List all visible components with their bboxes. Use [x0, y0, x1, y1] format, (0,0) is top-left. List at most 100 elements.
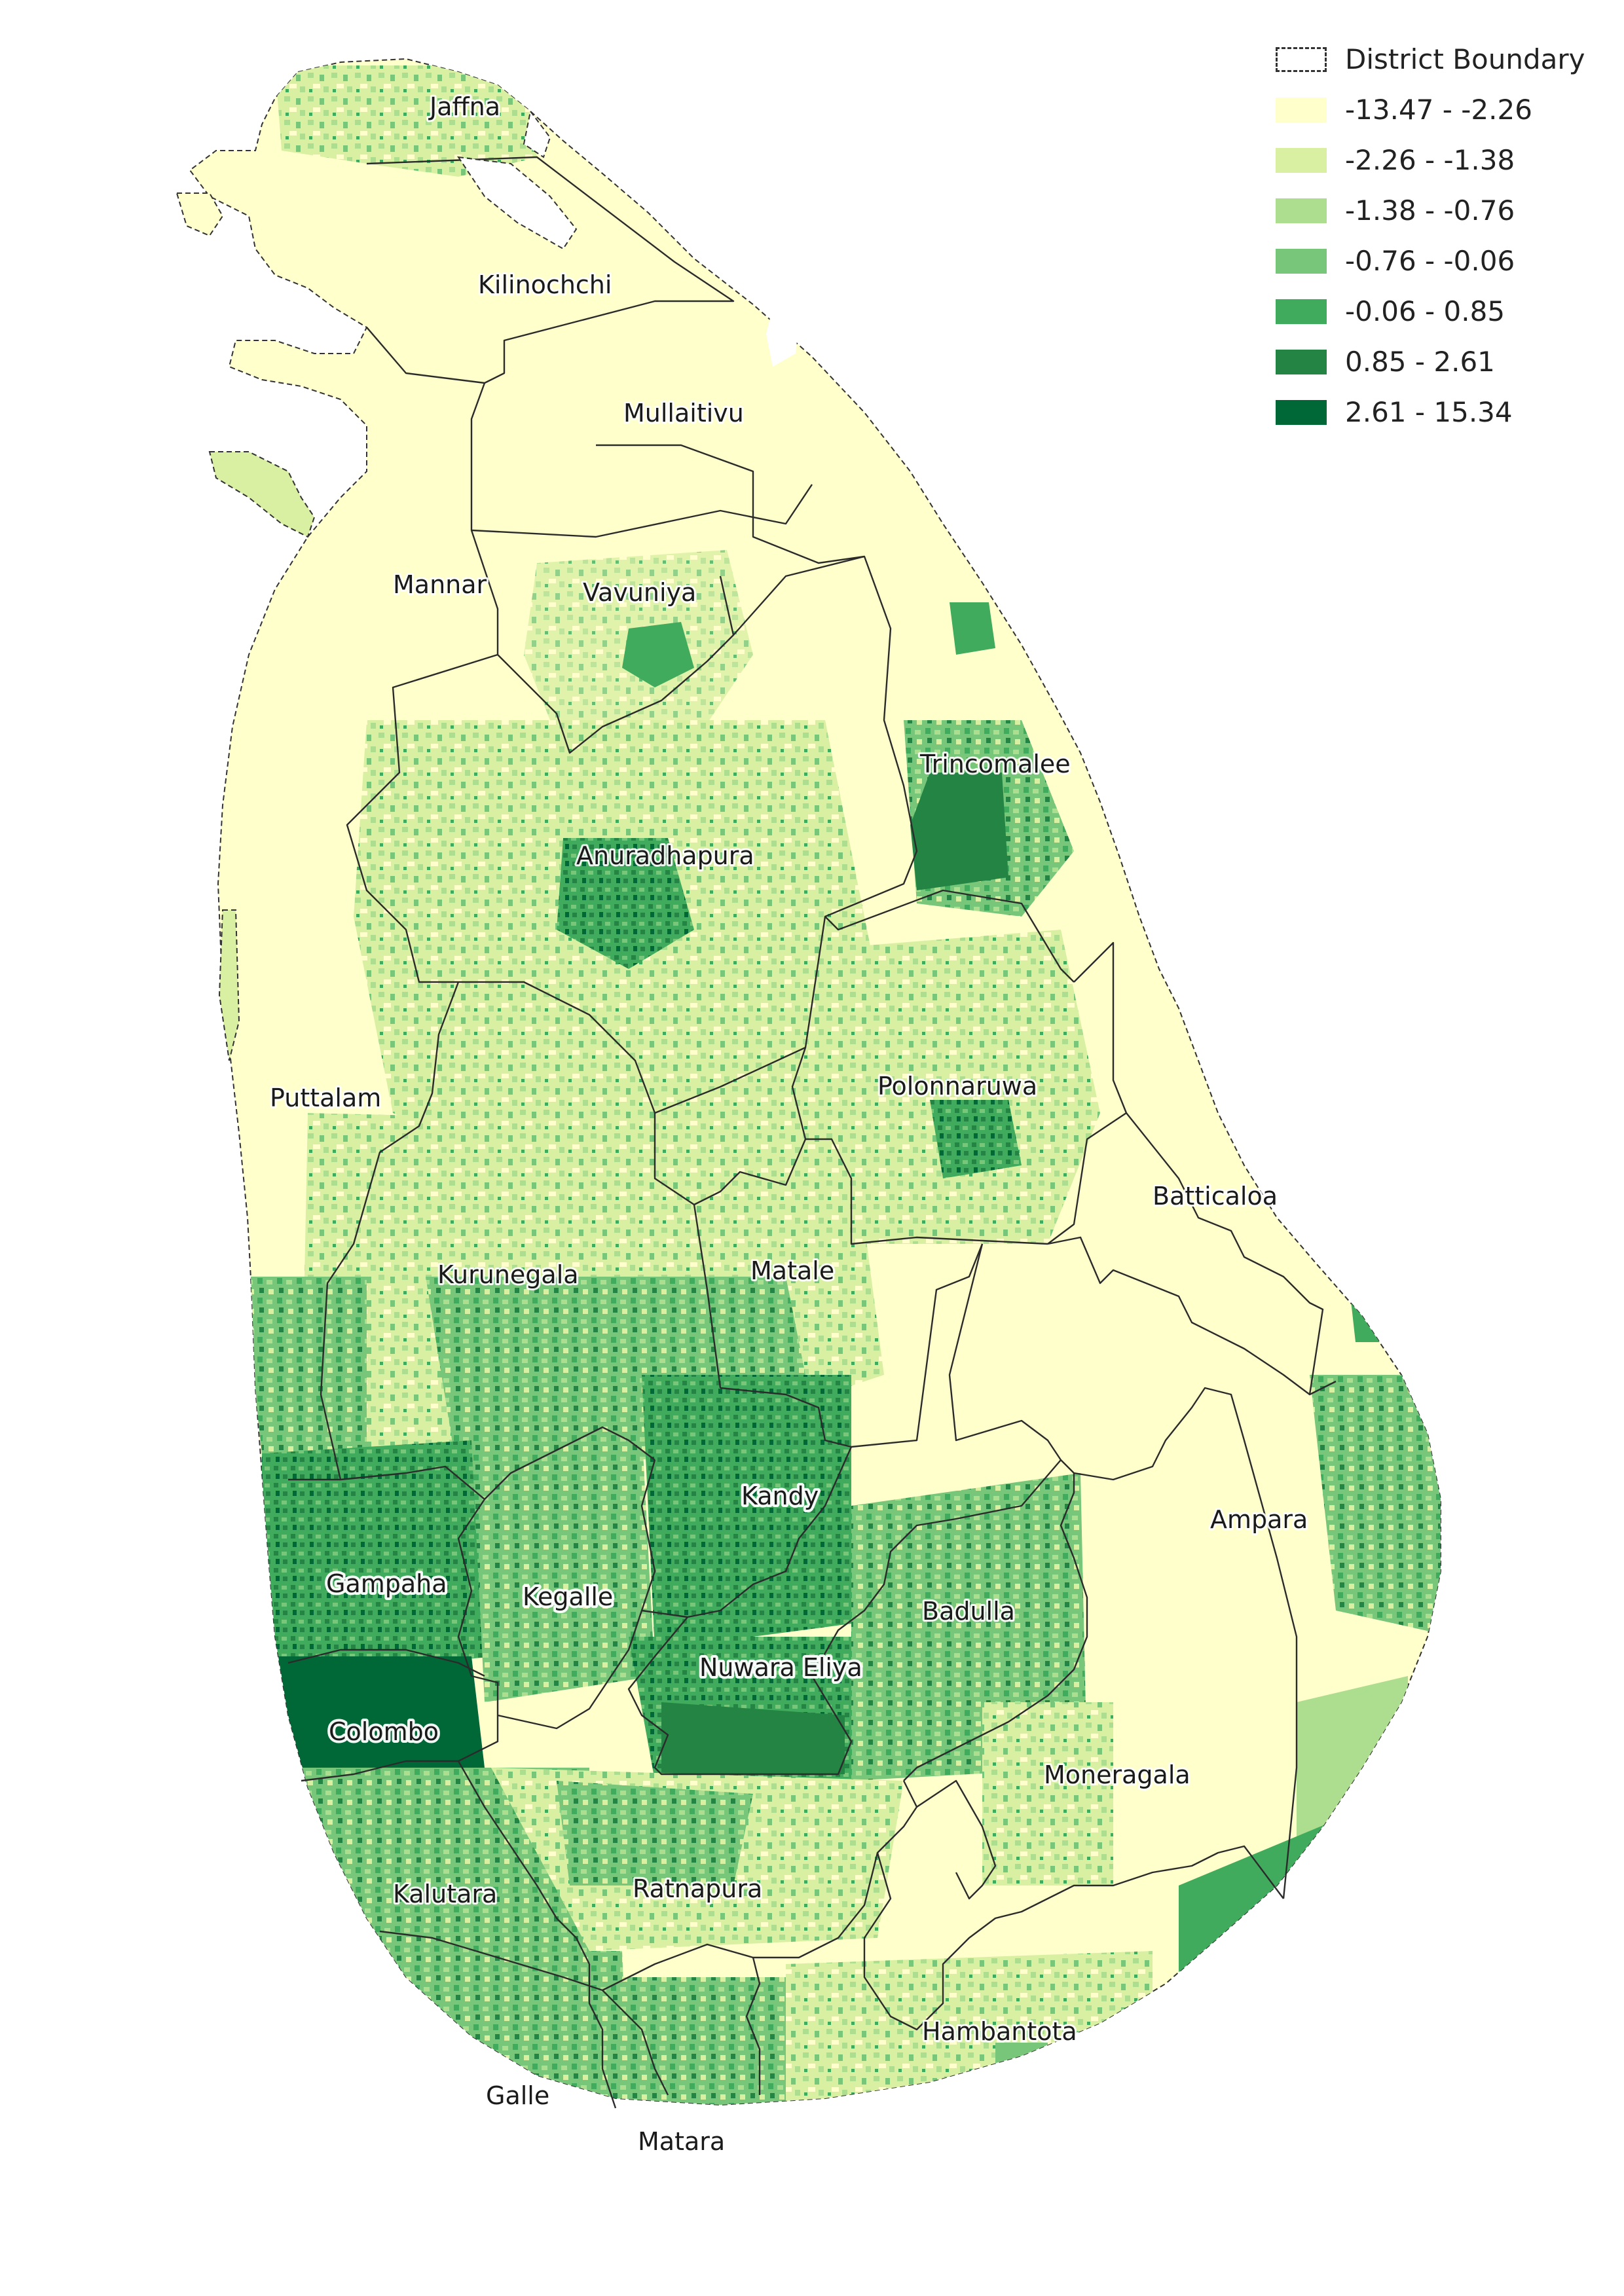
fill-anuradhapura-region [354, 720, 877, 1211]
label-trincomalee: Trincomalee [919, 750, 1071, 778]
district-boundaries [287, 156, 1337, 2109]
label-nuwara-eliya: Nuwara Eliya [699, 1653, 862, 1682]
fill-nuwara-eliya-core [661, 1702, 845, 1774]
legend-row-class-2: -2.26 - -1.38 [1276, 135, 1616, 185]
fill-colombo [268, 1656, 485, 1781]
delft-island [175, 192, 224, 237]
legend-swatch-class-5 [1276, 299, 1327, 324]
legend-swatch-class-1 [1276, 97, 1327, 122]
fill-hambantota-patch [995, 2043, 1048, 2095]
water-details [175, 109, 799, 1061]
legend-swatch-class-2 [1276, 147, 1327, 173]
fill-trinco-core [910, 773, 1008, 890]
label-batticaloa: Batticaloa [1153, 1182, 1278, 1211]
north-lagoon [523, 109, 551, 158]
fill-ratnapura-dense [557, 1781, 753, 1886]
east-lagoon [766, 308, 799, 367]
legend-row-class-7: 2.61 - 15.34 [1276, 387, 1616, 437]
label-mullaitivu: Mullaitivu [623, 399, 744, 428]
boundary-gampaha-colombo [287, 1649, 485, 1677]
district-labels: Jaffna Kilinochchi Mullaitivu Mannar Vav… [268, 90, 1310, 2158]
boundary-moneragala-hambantota [863, 1845, 1284, 2031]
map-legend: District Boundary -13.47 - -2.26 -2.26 -… [1276, 34, 1616, 437]
boundary-vavuniya [470, 530, 735, 754]
label-gampaha: Gampaha [326, 1569, 447, 1598]
legend-label-class-7: 2.61 - 15.34 [1345, 396, 1513, 428]
label-colombo: Colombo [329, 1717, 439, 1746]
legend-label-class-4: -0.76 - -0.06 [1345, 245, 1515, 277]
label-kilinochchi: Kilinochchi [478, 270, 612, 299]
label-kandy: Kandy [741, 1482, 819, 1510]
kalpitiya-peninsula [218, 909, 240, 1061]
boundary-kilinochchi [366, 156, 735, 384]
fill-polonnaruwa-region [799, 930, 1100, 1244]
legend-label-class-3: -1.38 - -0.76 [1345, 194, 1515, 227]
legend-label-class-6: 0.85 - 2.61 [1345, 346, 1495, 378]
fill-polonnaruwa-core [930, 1100, 1022, 1178]
label-ampara: Ampara [1210, 1505, 1308, 1534]
legend-row-class-6: 0.85 - 2.61 [1276, 337, 1616, 387]
label-kurunegala: Kurunegala [437, 1260, 579, 1289]
boundary-mannar-south [346, 653, 498, 983]
boundary-puttalam-kurunegala [320, 981, 460, 1480]
fill-ampara-coast [1297, 1676, 1408, 1938]
label-hambantota: Hambantota [922, 2017, 1077, 2046]
label-moneragala: Moneragala [1044, 1760, 1190, 1789]
legend-row-class-4: -0.76 - -0.06 [1276, 236, 1616, 286]
boundary-polonnaruwa-matale [791, 1047, 1048, 1245]
legend-label-class-5: -0.06 - 0.85 [1345, 295, 1505, 327]
boundary-batticaloa-coast [1126, 1112, 1324, 1395]
label-galle: Galle [486, 2081, 549, 2110]
legend-row-class-5: -0.06 - 0.85 [1276, 286, 1616, 337]
label-jaffna: Jaffna [428, 92, 500, 121]
boundary-kegalle [457, 1459, 656, 1730]
label-matara: Matara [638, 2127, 725, 2156]
legend-label-boundary: District Boundary [1345, 43, 1585, 75]
label-kalutara: Kalutara [393, 1880, 497, 1908]
boundary-badulla-ampara [948, 1243, 1298, 1899]
fill-galle [341, 1951, 629, 2105]
legend-swatch-class-3 [1276, 198, 1327, 223]
legend-label-class-2: -2.26 - -1.38 [1345, 144, 1515, 176]
jaffna-lagoon [456, 156, 578, 250]
fill-north-east-coast [950, 602, 995, 655]
boundary-badulla-moneragala [903, 1473, 1088, 1781]
label-vavuniya: Vavuniya [583, 578, 696, 607]
boundary-galle-matara [588, 1964, 669, 2109]
fill-matara [589, 1977, 799, 2105]
label-polonnaruwa: Polonnaruwa [877, 1072, 1037, 1101]
legend-swatch-class-4 [1276, 248, 1327, 274]
legend-swatch-class-6 [1276, 349, 1327, 374]
fill-moneragala-patch [982, 1702, 1113, 1886]
fill-gampaha [262, 1440, 498, 1676]
fill-east-coast-strip [1310, 1375, 1441, 1637]
boundary-anuradhapura-trinco [733, 555, 918, 918]
legend-row-boundary: District Boundary [1276, 34, 1616, 84]
label-ratnapura: Ratnapura [633, 1874, 762, 1903]
fill-anuradhapura-core [557, 838, 694, 969]
boundary-matara-hambantota [745, 1957, 761, 2095]
boundary-anuradhapura-polonnaruwa [654, 889, 1075, 1114]
fill-vavuniya-core [622, 622, 694, 687]
fill-kandy [642, 1375, 851, 1650]
label-mannar: Mannar [393, 570, 487, 599]
legend-row-class-3: -1.38 - -0.76 [1276, 185, 1616, 236]
legend-row-class-1: -13.47 - -2.26 [1276, 84, 1616, 135]
mannar-island [208, 451, 316, 538]
label-anuradhapura: Anuradhapura [576, 841, 754, 870]
boundary-kandy-nuwaraeliya [627, 1446, 1061, 1776]
label-kegalle: Kegalle [523, 1582, 613, 1611]
fill-jaffna [275, 65, 537, 177]
boundary-anuradhapura-puttalam [458, 981, 656, 1114]
boundary-mullaitivu-vavuniya [596, 444, 865, 564]
legend-swatch-class-7 [1276, 399, 1327, 425]
legend-swatch-boundary [1276, 46, 1327, 72]
boundary-kurunegala-gampaha [288, 1426, 655, 1501]
boundary-colombo-kalutara [301, 1715, 499, 1782]
boundary-kalutara-ratnapura [379, 1760, 603, 1992]
legend-label-class-1: -13.47 - -2.26 [1345, 94, 1532, 126]
label-matale: Matale [750, 1256, 834, 1285]
boundary-moneragala-inner [916, 1779, 997, 1900]
fill-kegalle [471, 1427, 655, 1702]
